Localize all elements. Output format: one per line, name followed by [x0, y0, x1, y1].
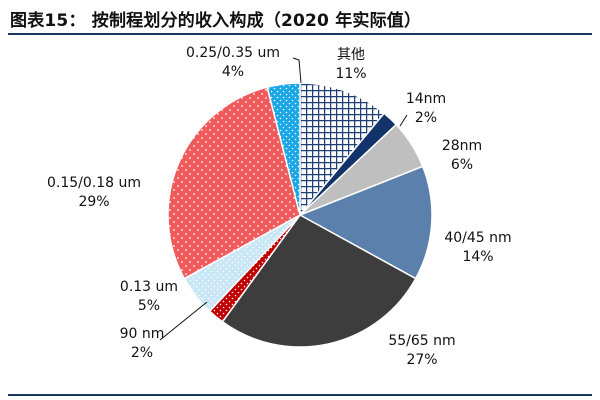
- label-pct: 6%: [451, 157, 473, 173]
- label-pct: 4%: [222, 64, 244, 80]
- bottom-divider: [8, 394, 592, 396]
- leader-line-90nm: [159, 301, 208, 341]
- slice-label-90nm: 90 nm 2%: [120, 326, 165, 361]
- label-pct: 27%: [406, 352, 437, 368]
- label-name: 55/65 nm: [388, 333, 455, 349]
- slice-label-015-018: 0.15/0.18 um 29%: [47, 175, 141, 210]
- label-pct: 14%: [462, 249, 493, 265]
- label-pct: 2%: [415, 110, 437, 126]
- label-pct: 11%: [335, 66, 366, 82]
- pie-slice-40-45: [298, 165, 433, 280]
- slice-label-other: 其他 11%: [335, 47, 366, 82]
- label-name: 14nm: [406, 91, 446, 107]
- pie-slice-025-035: [266, 82, 301, 216]
- label-pct: 5%: [138, 298, 160, 314]
- label-name: 0.25/0.35 um: [186, 45, 280, 61]
- pie-slice-other: [299, 82, 386, 218]
- slice-label-14nm: 14nm 2%: [406, 91, 446, 126]
- label-name: 0.15/0.18 um: [47, 175, 141, 191]
- label-name: 28nm: [442, 138, 482, 154]
- label-name: 0.13 um: [120, 279, 178, 295]
- pie-slices: [167, 82, 433, 348]
- slice-label-025-035: 0.25/0.35 um 4%: [186, 45, 280, 80]
- label-pct: 29%: [78, 194, 109, 210]
- leader-line-025-035: [292, 57, 302, 84]
- pie-slice-55-65: [221, 214, 417, 348]
- slice-label-28nm: 28nm 6%: [442, 138, 482, 173]
- leader-lines: [159, 57, 408, 341]
- slice-label-013: 0.13 um 5%: [120, 279, 178, 314]
- pie-slice-015-018: [167, 86, 301, 280]
- slice-label-55-65: 55/65 nm 27%: [388, 333, 455, 368]
- label-pct: 2%: [131, 345, 153, 361]
- label-name: 90 nm: [120, 326, 165, 342]
- label-name: 其他: [337, 47, 365, 63]
- figure-title: 图表15： 按制程划分的收入构成（2020 年实际值）: [10, 11, 422, 31]
- label-name: 40/45 nm: [444, 230, 511, 246]
- leader-line-14nm: [399, 114, 408, 127]
- slice-label-40-45: 40/45 nm 14%: [444, 230, 511, 265]
- title-divider: [8, 33, 592, 35]
